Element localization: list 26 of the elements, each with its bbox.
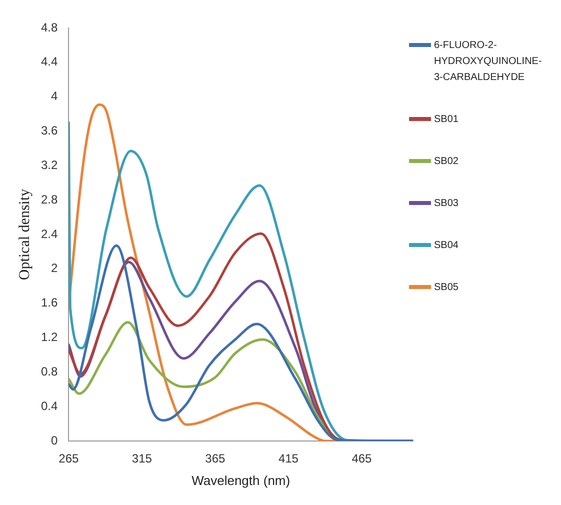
y-tick-label: 1.2 (40, 330, 58, 344)
legend-label: SB02 (434, 155, 458, 169)
x-tick-label: 265 (58, 452, 80, 466)
y-tick-label: 0 (50, 433, 58, 448)
legend-label: 6-FLUORO-2-HYDROXYQUINOLINE-3-CARBALDEHYDE (434, 39, 543, 85)
y-tick-label: 3.6 (40, 124, 58, 138)
y-tick-label: 4.4 (40, 54, 58, 69)
y-tick-label: 1.6 (40, 296, 58, 310)
y-tick-label: 3.2 (40, 158, 58, 172)
y-tick-label: 2.8 (40, 192, 58, 206)
y-tick-label: 0.4 (40, 398, 58, 413)
legend-label: SB01 (434, 113, 458, 127)
y-tick-label: 2 (50, 261, 58, 276)
legend-label: SB03 (434, 197, 458, 211)
y-tick-label: 4 (50, 89, 58, 104)
x-axis-title: Wavelength (nm) (192, 472, 290, 488)
x-tick-label: 365 (205, 452, 226, 466)
x-tick-label: 465 (352, 452, 372, 466)
legend-label: SB04 (434, 239, 458, 253)
y-tick-label: 4.8 (40, 20, 58, 34)
legend-label: SB05 (434, 281, 458, 295)
x-tick-label: 415 (278, 452, 299, 466)
y-axis-title: Optical density (16, 188, 33, 280)
y-tick-label: 0.8 (40, 364, 58, 378)
y-tick-label: 2.4 (40, 226, 58, 241)
x-tick-label: 315 (132, 452, 152, 466)
